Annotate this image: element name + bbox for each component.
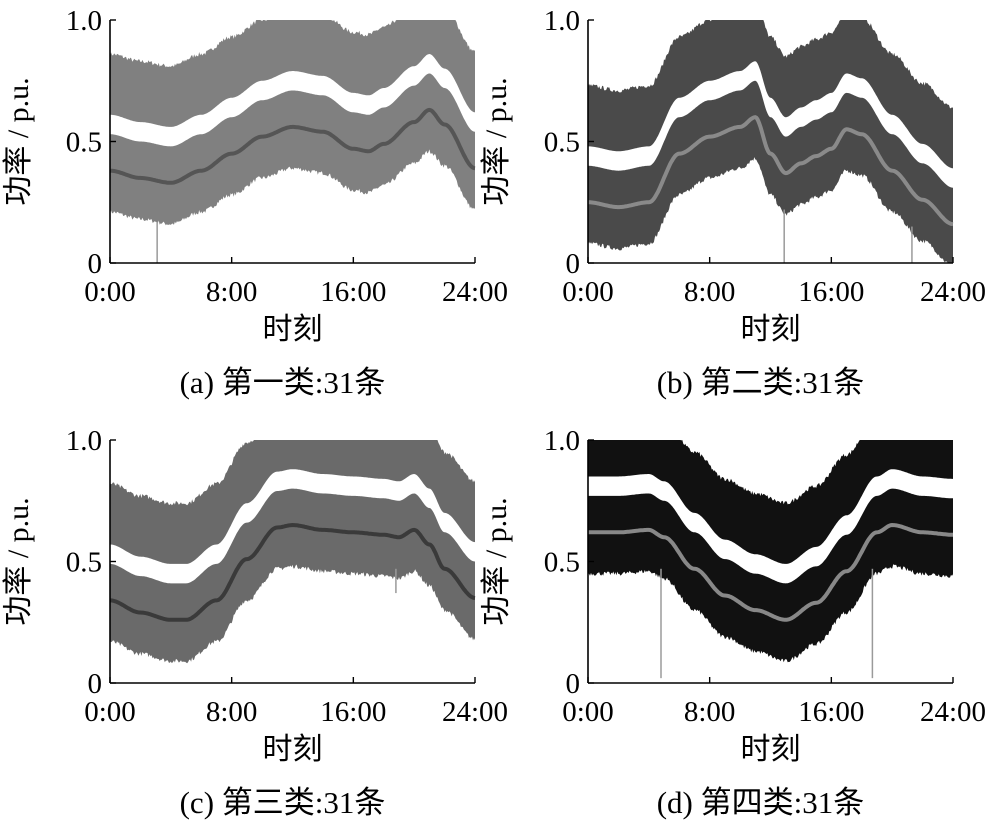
mean-line-c — [110, 522, 476, 622]
x-tick-label-d-1: 8:00 — [684, 696, 736, 728]
lower-band-b — [588, 80, 953, 263]
x-tick-label-c-2: 16:00 — [320, 696, 386, 728]
x-axis-label-d: 时刻 — [741, 733, 801, 766]
y-tick-label-d-2: 1.0 — [544, 425, 580, 457]
y-tick-label-b-2: 1.0 — [544, 5, 580, 37]
y-tick-label-a-2: 1.0 — [66, 5, 102, 37]
caption-b: (b) 第二类:31条 — [657, 365, 865, 400]
lower-band-a — [110, 73, 475, 226]
x-tick-label-b-1: 8:00 — [684, 276, 736, 308]
panel-d: 0 0.5 1.0 0:00 8:00 16:00 24:00 时刻 功率 / p.u. (d) … — [480, 425, 986, 820]
x-tick-label-b-3: 24:00 — [920, 276, 986, 308]
mean-line-d — [588, 522, 953, 622]
x-axis-label-b: 时刻 — [741, 313, 801, 346]
y-tick-label-d-1: 0.5 — [544, 547, 580, 579]
x-tick-label-a-2: 16:00 — [320, 276, 386, 308]
x-tick-label-c-0: 0:00 — [84, 696, 136, 728]
x-axis-label-c: 时刻 — [263, 733, 323, 766]
x-tick-label-a-0: 0:00 — [84, 276, 136, 308]
caption-d: (d) 第四类:31条 — [657, 785, 865, 820]
x-tick-label-c-3: 24:00 — [442, 696, 508, 728]
y-axis-label-c: 功率 / p.u. — [2, 497, 35, 625]
mean-line-a — [110, 107, 476, 185]
y-tick-label-c-1: 0.5 — [66, 547, 102, 579]
x-tick-label-d-0: 0:00 — [562, 696, 614, 728]
x-tick-label-b-2: 16:00 — [798, 276, 864, 308]
upper-band-c — [110, 440, 475, 564]
panel-b: 0 0.5 1.0 0:00 8:00 16:00 24:00 时刻 功率 / p.u. (b) … — [480, 5, 986, 400]
y-tick-label-c-2: 1.0 — [66, 425, 102, 457]
panel-c: 0 0.5 1.0 0:00 8:00 16:00 24:00 时刻 功率 / p.u. (c) … — [2, 425, 508, 820]
lower-band-d — [588, 488, 953, 663]
upper-band-d — [588, 440, 953, 564]
mean-line-b — [588, 115, 954, 227]
x-tick-label-a-3: 24:00 — [442, 276, 508, 308]
y-axis-label-d: 功率 / p.u. — [480, 497, 513, 625]
panel-a: 0 0.5 1.0 0:00 8:00 16:00 24:00 时刻 功率 / p.u. (a) … — [2, 5, 508, 400]
x-tick-label-a-1: 8:00 — [206, 276, 258, 308]
y-tick-label-d-0: 0 — [566, 668, 581, 700]
y-tick-label-c-0: 0 — [88, 668, 103, 700]
y-axis-label-b: 功率 / p.u. — [480, 77, 513, 205]
lower-band-c — [110, 488, 475, 664]
y-tick-label-a-0: 0 — [88, 248, 103, 280]
caption-c: (c) 第三类:31条 — [180, 785, 386, 820]
upper-band-a — [110, 20, 475, 127]
caption-a: (a) 第一类:31条 — [180, 365, 386, 400]
x-tick-label-b-0: 0:00 — [562, 276, 614, 308]
x-axis-label-a: 时刻 — [263, 313, 323, 346]
x-tick-label-c-1: 8:00 — [206, 696, 258, 728]
y-tick-label-b-0: 0 — [566, 248, 581, 280]
x-tick-label-d-3: 24:00 — [920, 696, 986, 728]
y-axis-label-a: 功率 / p.u. — [2, 77, 35, 205]
upper-band-b — [588, 20, 953, 169]
y-tick-label-b-1: 0.5 — [544, 127, 580, 159]
y-tick-label-a-1: 0.5 — [66, 127, 102, 159]
x-tick-label-d-2: 16:00 — [798, 696, 864, 728]
